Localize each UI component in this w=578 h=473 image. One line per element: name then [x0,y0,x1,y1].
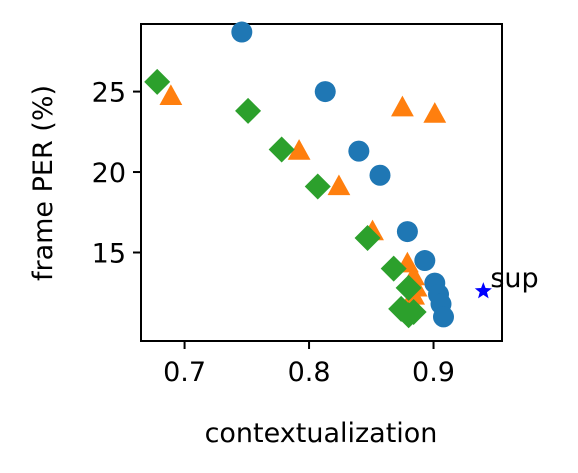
triangle-point [391,95,414,117]
x-tick-label: 0.9 [412,357,455,388]
y-tick-label: 15 [92,238,126,269]
x-tick-label: 0.8 [288,357,331,388]
circle-point [432,306,454,328]
diamond-point [144,68,171,95]
x-tick-label: 0.7 [163,357,206,388]
x-axis-label: contextualization [205,418,438,449]
star-marker [474,282,492,299]
diamond-point [395,274,422,301]
data-points [144,21,454,329]
diamond-point [268,136,295,163]
annotations: sup [474,263,539,299]
triangle-point [327,174,351,196]
diamond-point [380,255,407,282]
triangle-point [159,84,183,106]
diamond-point [235,97,262,124]
circle-point [348,140,370,162]
triangle-point [287,139,311,160]
diamond-point [400,299,427,326]
circle-point [314,81,336,103]
y-tick-label: 25 [92,78,126,109]
diamond-point [354,225,381,252]
circle-point [414,250,436,272]
circle-point [396,221,418,243]
circle-point [369,164,391,186]
axis-ticks: 0.7 0.8 0.9 15 20 25 [92,78,455,388]
y-axis-label: frame PER (%) [28,85,59,281]
circle-point [231,21,253,43]
annotation-label: sup [490,263,538,294]
y-tick-label: 20 [92,158,126,189]
diamond-point [304,173,331,200]
triangle-point [423,102,447,123]
plot-frame [140,23,503,342]
